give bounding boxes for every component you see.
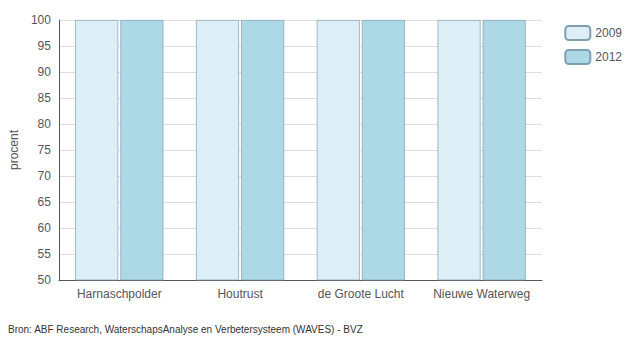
svg-text:80: 80 bbox=[38, 117, 52, 131]
svg-text:100: 100 bbox=[31, 13, 51, 27]
svg-text:70: 70 bbox=[38, 169, 52, 183]
svg-text:procent: procent bbox=[7, 129, 21, 170]
svg-text:2009: 2009 bbox=[595, 26, 622, 40]
svg-text:Harnaschpolder: Harnaschpolder bbox=[77, 287, 162, 301]
svg-text:85: 85 bbox=[38, 91, 52, 105]
svg-text:95: 95 bbox=[38, 39, 52, 53]
svg-text:50: 50 bbox=[38, 273, 52, 287]
svg-text:Houtrust: Houtrust bbox=[217, 287, 263, 301]
svg-text:55: 55 bbox=[38, 247, 52, 261]
svg-text:2012: 2012 bbox=[595, 50, 622, 64]
svg-text:60: 60 bbox=[38, 221, 52, 235]
svg-text:Nieuwe Waterweg: Nieuwe Waterweg bbox=[433, 287, 530, 301]
svg-text:de Groote Lucht: de Groote Lucht bbox=[318, 287, 405, 301]
svg-text:65: 65 bbox=[38, 195, 52, 209]
svg-text:Bron: ABF Research, Waterschap: Bron: ABF Research, WaterschapsAnalyse e… bbox=[8, 324, 363, 335]
svg-text:75: 75 bbox=[38, 143, 52, 157]
svg-text:90: 90 bbox=[38, 65, 52, 79]
